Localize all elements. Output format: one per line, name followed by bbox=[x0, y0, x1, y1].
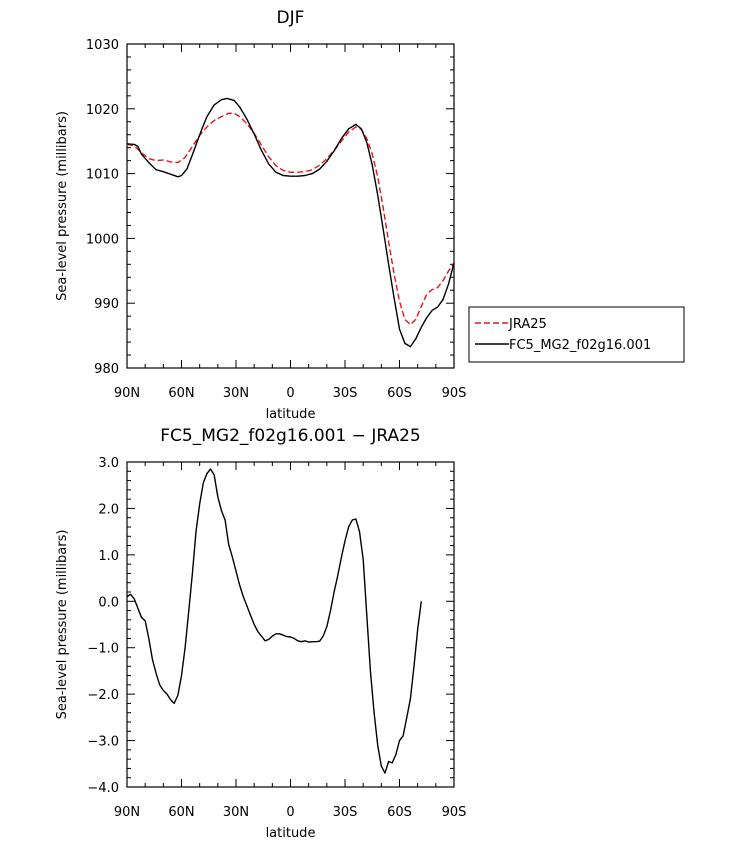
x-tick-label: 90S bbox=[442, 805, 467, 820]
x-tick-label: 60S bbox=[387, 386, 412, 401]
panel-djf-slp: 90N 60N 30N 0 30S 60S 90S 980 990 1000 1010 1020 103… bbox=[55, 8, 466, 422]
y-tick-label: −4.0 bbox=[87, 781, 119, 796]
x-tick-label: 30N bbox=[223, 805, 249, 820]
chart-title: FC5_MG2_f02g16.001 − JRA25 bbox=[160, 426, 420, 446]
plot-frame bbox=[126, 461, 455, 788]
series-line-difference bbox=[126, 468, 422, 774]
legend-box bbox=[468, 306, 685, 363]
y-tick-label: 1030 bbox=[86, 38, 119, 53]
y-tick-label: 1020 bbox=[86, 103, 119, 118]
y-tick-label: −2.0 bbox=[87, 688, 119, 703]
y-tick-label: 1000 bbox=[86, 232, 119, 247]
x-tick-label: 30S bbox=[333, 386, 358, 401]
plot-frame bbox=[126, 43, 455, 369]
x-axis-label: latitude bbox=[266, 407, 316, 422]
x-tick-label: 60N bbox=[168, 805, 194, 820]
x-tick-label: 30S bbox=[333, 805, 358, 820]
x-tick-label: 90N bbox=[114, 805, 140, 820]
chart-title: DJF bbox=[277, 8, 305, 28]
y-tick-label: 0.0 bbox=[98, 595, 119, 610]
y-tick-label: 990 bbox=[94, 297, 119, 312]
legend-entry-label: JRA25 bbox=[508, 317, 547, 332]
x-tick-label: 60N bbox=[168, 386, 194, 401]
x-tick-label: 60S bbox=[387, 805, 412, 820]
y-tick-label: 2.0 bbox=[98, 502, 119, 517]
x-tick-label: 90S bbox=[442, 386, 467, 401]
x-axis-label: latitude bbox=[266, 826, 316, 841]
y-tick-label: 3.0 bbox=[98, 456, 119, 471]
legend: JRA25 FC5_MG2_f02g16.001 bbox=[468, 306, 685, 363]
y-tick-label: −1.0 bbox=[87, 642, 119, 657]
legend-entry-label: FC5_MG2_f02g16.001 bbox=[509, 338, 651, 353]
series-line-fc5-mg2-f02g16-001 bbox=[126, 97, 455, 348]
series-line-jra25 bbox=[126, 112, 455, 326]
x-tick-label: 90N bbox=[114, 386, 140, 401]
y-tick-label: 980 bbox=[94, 362, 119, 377]
x-tick-label: 0 bbox=[286, 386, 294, 401]
x-tick-label: 0 bbox=[286, 805, 294, 820]
y-axis-label: Sea-level pressure (millibars) bbox=[55, 111, 70, 301]
y-tick-label: 1010 bbox=[86, 168, 119, 183]
y-tick-label: −3.0 bbox=[87, 735, 119, 750]
x-tick-label: 30N bbox=[223, 386, 249, 401]
panel-slp-difference: 90N 60N 30N 0 30S 60S 90S −4.0 −3.0 −2.0 −1.0 0.0 1.… bbox=[55, 426, 466, 841]
y-tick-label: 1.0 bbox=[98, 549, 119, 564]
y-axis-label: Sea-level pressure (millibars) bbox=[55, 530, 70, 720]
